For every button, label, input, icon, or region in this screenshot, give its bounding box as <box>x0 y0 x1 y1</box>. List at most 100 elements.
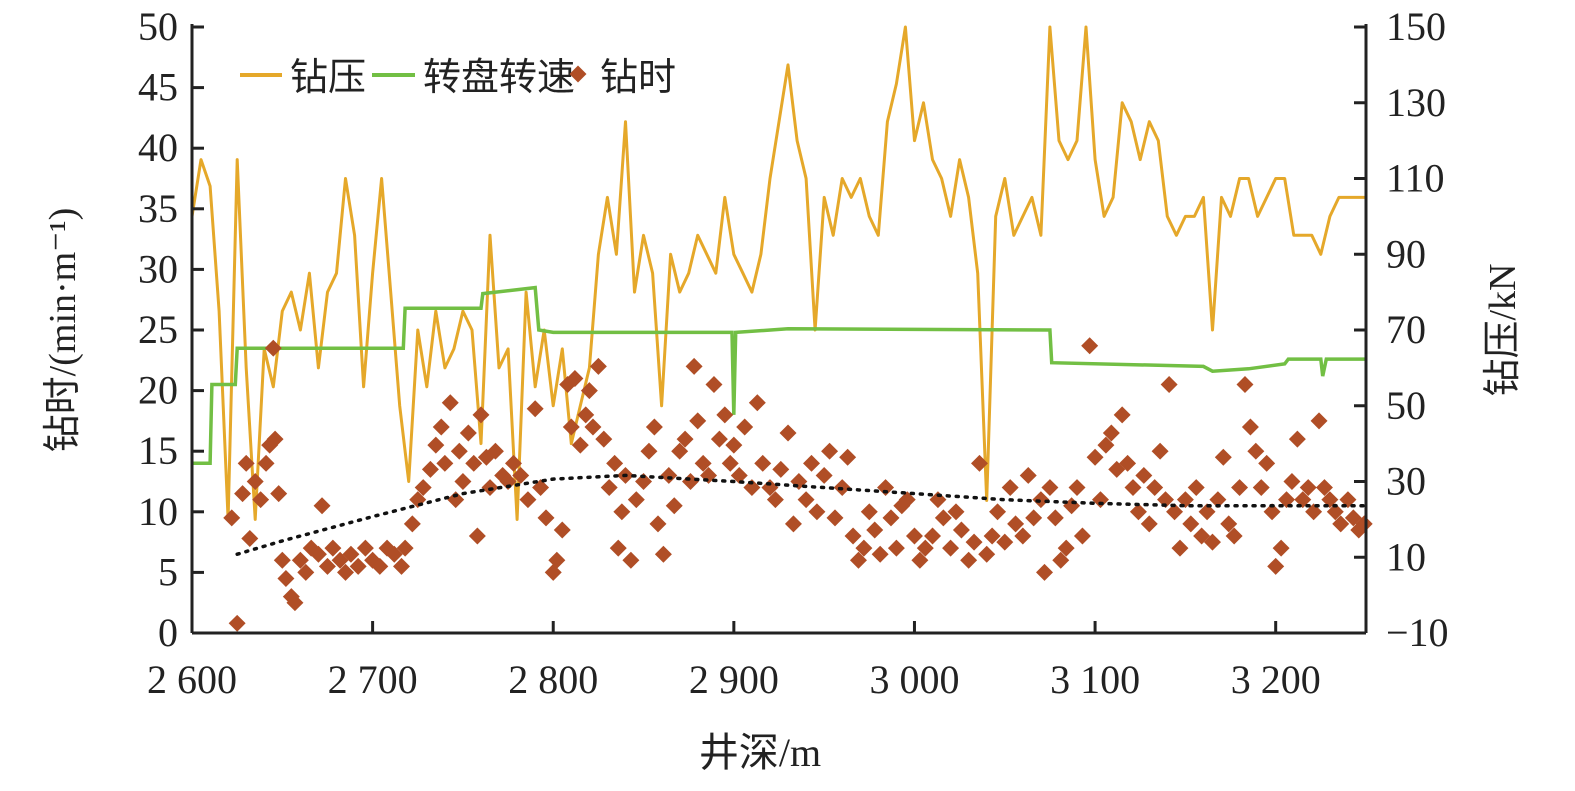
rop-point <box>627 491 645 509</box>
rop-point <box>797 491 815 509</box>
rop-point <box>468 527 486 545</box>
rop-point <box>689 412 707 430</box>
rop-point <box>1146 479 1164 497</box>
rop-point <box>721 454 739 472</box>
x-tick-label: 3 100 <box>1050 657 1140 702</box>
rop-point <box>553 521 571 539</box>
x-tick-label: 2 700 <box>328 657 418 702</box>
rop-point <box>887 539 905 557</box>
rop-point <box>537 509 555 527</box>
y-axis-right-label: 钻压/kN <box>1482 263 1524 396</box>
rop-point <box>1052 551 1070 569</box>
rop-point <box>803 454 820 472</box>
rop-point <box>486 442 504 460</box>
y-right-tick-label: 150 <box>1386 4 1446 49</box>
y-left-tick-label: 20 <box>138 368 178 413</box>
y-left-tick-label: 0 <box>158 610 178 655</box>
rop-point <box>1063 497 1081 515</box>
rop-point <box>318 557 336 575</box>
rop-point <box>808 503 826 521</box>
rop-point <box>266 430 284 448</box>
rop-point <box>640 442 658 460</box>
rpm-line <box>192 285 1366 466</box>
rop-point <box>297 563 315 581</box>
rop-point <box>1140 515 1158 533</box>
rop-point <box>1113 406 1131 424</box>
rop-point <box>860 503 878 521</box>
rop-point <box>237 454 255 472</box>
rop-point <box>1151 442 1169 460</box>
rop-point <box>421 460 439 478</box>
rop-point <box>645 418 663 436</box>
x-axis-label: 井深/m <box>699 730 821 775</box>
rop-point <box>1160 376 1178 394</box>
y-right-tick-label: 50 <box>1386 383 1426 428</box>
rop-point <box>291 551 309 569</box>
legend-rop-swatch <box>569 65 587 83</box>
rop-point <box>512 466 530 484</box>
rop-point <box>277 569 295 587</box>
rop-point <box>371 557 389 575</box>
rop-point <box>613 503 631 521</box>
y-right-tick-label: 90 <box>1386 231 1426 276</box>
rop-point <box>654 545 672 563</box>
rop-point <box>671 442 689 460</box>
rop-point <box>252 491 270 509</box>
rop-point <box>1247 442 1265 460</box>
rop-point <box>1036 563 1053 581</box>
rop-point <box>1014 527 1032 545</box>
y-right-tick-label: 30 <box>1386 459 1426 504</box>
rop-point <box>337 563 355 581</box>
rop-point <box>1267 557 1285 575</box>
rop-point <box>996 533 1014 551</box>
wob-line <box>190 25 1366 521</box>
rop-point <box>905 527 923 545</box>
rop-point <box>577 406 595 424</box>
legend-wob-label: 钻压 <box>290 57 366 99</box>
y-left-tick-label: 50 <box>138 4 178 49</box>
rop-point <box>1236 376 1254 394</box>
rop-point <box>960 551 978 569</box>
rop-point <box>685 357 703 375</box>
rop-point <box>761 479 779 497</box>
rop-point <box>665 497 683 515</box>
rop-point <box>871 545 889 563</box>
rop-point <box>826 509 844 527</box>
rop-point <box>898 491 916 509</box>
rop-point <box>544 563 562 581</box>
rop-point <box>465 454 483 472</box>
rop-point <box>459 424 477 442</box>
rop-point <box>635 473 653 490</box>
rop-point <box>929 491 947 509</box>
rop-point <box>983 527 1001 545</box>
rop-point <box>356 539 374 557</box>
rop-point <box>223 509 241 527</box>
axes: 2 600 2 700 2 800 2 900 3 000 3 100 3 200 0 5 10 1… <box>138 4 1449 702</box>
rop-point <box>571 436 589 454</box>
y-left-tick-label: 30 <box>138 246 178 291</box>
rop-point <box>784 515 802 533</box>
rop-point <box>342 545 360 563</box>
rop-point <box>916 539 934 557</box>
y-right-tick-label: 10 <box>1386 534 1426 579</box>
rop-point <box>1025 509 1043 527</box>
rop-point <box>1214 448 1232 466</box>
x-tick-label: 2 800 <box>508 657 598 702</box>
rop-point <box>548 551 566 569</box>
rop-point <box>1258 454 1276 472</box>
rop-point <box>725 436 743 454</box>
rop-point <box>1041 479 1059 497</box>
rop-point <box>257 454 275 472</box>
rop-point <box>730 466 748 484</box>
rop-point <box>396 539 414 557</box>
rop-point <box>1057 539 1075 557</box>
rop-point <box>1092 491 1109 509</box>
rop-point <box>622 551 640 569</box>
rop-point <box>1283 473 1301 490</box>
rop-point <box>246 473 264 490</box>
rop-point <box>584 418 602 436</box>
rop-point <box>600 479 618 497</box>
rop-point <box>403 515 421 533</box>
rop-point <box>1355 515 1373 533</box>
rop-point <box>1081 337 1099 355</box>
